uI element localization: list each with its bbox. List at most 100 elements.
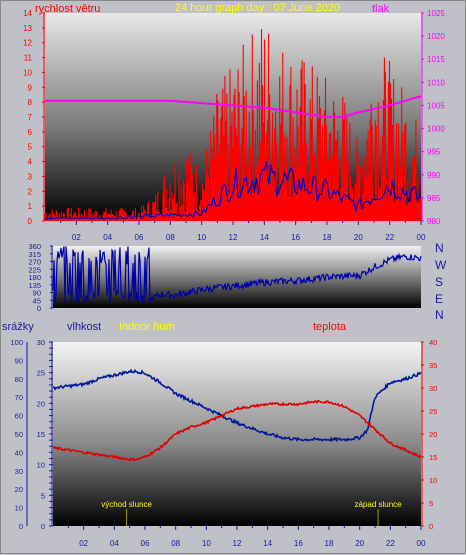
wind-average-series: [44, 160, 422, 220]
temperature-axis-tick-label: 40: [429, 338, 437, 347]
humidity-axis-tick-label: 30: [15, 467, 23, 476]
direction-axis-tick-label: 270: [28, 258, 41, 267]
x-tick-label-bottom: 20: [355, 539, 364, 548]
rain-axis-tick-label: 15: [37, 430, 45, 439]
x-tick-label-bottom: 06: [141, 539, 150, 548]
rain-axis-tick-label: 25: [37, 369, 45, 378]
pressure-axis-tick-label: 990: [427, 171, 441, 180]
wind-axis-tick-label: 14: [23, 9, 32, 18]
humidity-axis-tick-label: 100: [10, 338, 23, 347]
pressure-axis-tick-label: 1015: [427, 55, 445, 64]
x-tick-label: 20: [354, 233, 363, 242]
pressure-axis-tick-label: 995: [427, 148, 441, 157]
indoor-humidity-label: Indoor hum: [119, 321, 175, 333]
humidity-axis-tick-label: 10: [15, 504, 23, 513]
humidity-axis-tick-label: 80: [15, 375, 23, 384]
wind-axis-tick-label: 10: [23, 68, 32, 77]
x-tick-label: 04: [103, 233, 112, 242]
x-tick-label-bottom: 18: [325, 539, 334, 548]
direction-axis-tick-label: 90: [33, 289, 41, 298]
direction-w: W: [435, 258, 447, 272]
x-tick-label: 16: [291, 233, 300, 242]
temperature-axis-tick-label: 0: [429, 522, 433, 531]
wind-axis-tick-label: 12: [23, 39, 32, 48]
temp-hum-plot-area: [53, 342, 421, 526]
direction-n-bottom: N: [435, 308, 444, 322]
direction-axis-tick-label: 315: [28, 250, 41, 259]
pressure-axis-tick-label: 1005: [427, 101, 445, 110]
sunrise-label: východ slunce: [101, 500, 152, 509]
temperature-axis-tick-label: 25: [429, 407, 437, 416]
x-tick-label: 18: [323, 233, 332, 242]
temperature-axis-tick-label: 15: [429, 453, 437, 462]
wind-axis-tick-label: 9: [28, 83, 33, 92]
temperature-axis-tick-label: 10: [429, 476, 437, 485]
humidity-series: [52, 368, 422, 443]
rain-label: srážky: [2, 321, 34, 333]
rain-axis-tick-label: 0: [41, 522, 45, 531]
direction-axis-tick-label: 225: [28, 265, 41, 274]
chart-title: 24 hour graph day : 07 June 2020: [175, 2, 341, 14]
rain-axis-tick-label: 5: [41, 491, 45, 500]
temperature-axis-tick-label: 5: [429, 499, 433, 508]
x-tick-label-bottom: 16: [294, 539, 303, 548]
humidity-axis-tick-label: 50: [15, 430, 23, 439]
direction-s: S: [435, 275, 444, 289]
pressure-axis-tick-label: 1020: [427, 32, 445, 41]
wind-direction-series: [52, 246, 422, 305]
humidity-axis-tick-label: 60: [15, 412, 23, 421]
pressure-axis-tick-label: 985: [427, 194, 441, 203]
sunset-label: západ slunce: [354, 500, 402, 509]
x-tick-label: 00: [417, 233, 426, 242]
wind-axis-tick-label: 11: [24, 54, 33, 63]
temperature-label: teplota: [313, 321, 347, 333]
direction-axis-tick-label: 360: [28, 242, 41, 251]
x-tick-label: 12: [229, 233, 238, 242]
direction-axis-tick-label: 135: [28, 281, 41, 290]
x-tick-label-bottom: 14: [263, 539, 272, 548]
wind-axis-tick-label: 1: [28, 202, 33, 211]
wind-axis-tick-label: 8: [28, 98, 33, 107]
temperature-series: [53, 399, 422, 462]
wind-axis-tick-label: 2: [28, 187, 33, 196]
pressure-label: tlak: [372, 3, 390, 15]
humidity-axis-tick-label: 40: [15, 448, 23, 457]
pressure-series: [45, 95, 422, 118]
humidity-axis-tick-label: 70: [15, 393, 23, 402]
x-tick-label: 02: [72, 233, 81, 242]
rain-axis-tick-label: 30: [37, 338, 45, 347]
wind-axis-tick-label: 5: [28, 143, 33, 152]
wind-axis-tick-label: 3: [28, 172, 33, 181]
temperature-axis-tick-label: 30: [429, 384, 437, 393]
wind-speed-label: rychlost větru: [35, 3, 101, 15]
x-tick-label-bottom: 12: [233, 539, 242, 548]
pressure-axis-tick-label: 980: [427, 217, 441, 226]
temperature-axis-tick-label: 35: [429, 361, 437, 370]
humidity-axis-tick-label: 20: [15, 485, 23, 494]
pressure-axis-tick-label: 1025: [427, 9, 445, 18]
x-tick-label-bottom: 02: [79, 539, 88, 548]
rain-axis-tick-label: 10: [37, 461, 45, 470]
x-tick-label-bottom: 00: [417, 539, 426, 548]
x-tick-label-bottom: 08: [171, 539, 180, 548]
x-tick-label-bottom: 22: [386, 539, 395, 548]
direction-n-top: N: [435, 241, 444, 255]
wind-axis-tick-label: 6: [28, 128, 33, 137]
humidity-axis-tick-label: 90: [15, 356, 23, 365]
pressure-axis-tick-label: 1010: [427, 78, 445, 87]
direction-e: E: [435, 292, 444, 306]
wind-axis-tick-label: 13: [23, 24, 32, 33]
humidity-axis-tick-label: 0: [19, 522, 23, 531]
wind-axis-tick-label: 4: [28, 158, 33, 167]
rain-axis-tick-label: 20: [37, 399, 45, 408]
x-tick-label: 08: [166, 233, 175, 242]
x-tick-label: 14: [260, 233, 269, 242]
x-tick-label-bottom: 04: [110, 539, 119, 548]
x-tick-label: 22: [385, 233, 394, 242]
wind-axis-tick-label: 0: [28, 217, 33, 226]
temperature-axis-tick-label: 20: [429, 430, 437, 439]
pressure-axis-tick-label: 1000: [427, 125, 445, 134]
x-tick-label-bottom: 10: [202, 539, 211, 548]
direction-axis-tick-label: 0: [37, 304, 41, 313]
